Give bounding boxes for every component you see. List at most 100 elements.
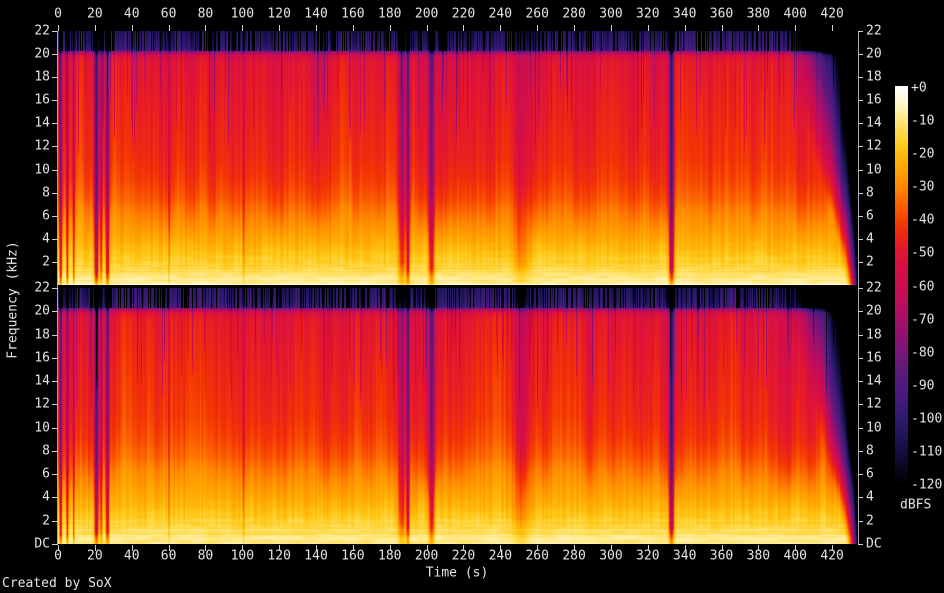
x-tick-mark-bottom bbox=[463, 545, 464, 551]
colorbar-tick-label: -120 bbox=[911, 477, 943, 493]
y-tick-label-left: 14 bbox=[34, 373, 50, 389]
x-tick-mark-top bbox=[390, 25, 391, 31]
y-tick-label-left: 22 bbox=[34, 280, 50, 296]
y-tick-mark-right bbox=[858, 474, 863, 475]
x-tick-mark-top bbox=[648, 25, 649, 31]
y-tick-mark-left bbox=[52, 544, 58, 545]
x-tick-label-bottom: 320 bbox=[636, 548, 660, 564]
x-tick-mark-top bbox=[316, 25, 317, 31]
x-tick-label-bottom: 80 bbox=[197, 548, 214, 564]
y-tick-label-right: 4 bbox=[866, 489, 874, 505]
x-tick-label-top: 120 bbox=[267, 6, 291, 22]
y-tick-mark-left bbox=[52, 381, 58, 382]
x-tick-label-top: 420 bbox=[820, 6, 844, 22]
x-tick-mark-bottom bbox=[832, 545, 833, 551]
y-tick-mark-left bbox=[52, 288, 58, 289]
colorbar-gradient bbox=[895, 86, 908, 485]
y-tick-label-left: 22 bbox=[34, 23, 50, 39]
x-tick-label-top: 260 bbox=[525, 6, 549, 22]
colorbar-tick-label: -30 bbox=[911, 179, 935, 195]
colorbar-unit-label: dBFS bbox=[900, 497, 932, 513]
y-tick-label-left: 18 bbox=[34, 327, 50, 343]
x-tick-label-top: 360 bbox=[709, 6, 734, 22]
x-tick-label-bottom: 200 bbox=[414, 548, 439, 564]
x-tick-mark-top bbox=[537, 25, 538, 31]
x-tick-mark-bottom bbox=[648, 545, 649, 551]
y-tick-mark-right bbox=[858, 428, 863, 429]
y-tick-mark-left bbox=[52, 428, 58, 429]
x-tick-mark-top bbox=[427, 25, 428, 31]
y-tick-label-right: 4 bbox=[866, 231, 874, 247]
x-tick-label-bottom: 100 bbox=[230, 548, 255, 564]
x-tick-mark-bottom bbox=[353, 545, 354, 551]
x-tick-label-top: 0 bbox=[54, 6, 62, 22]
x-axis-title: Time (s) bbox=[425, 565, 489, 581]
y-tick-label-right: 10 bbox=[866, 420, 882, 436]
y-tick-mark-left bbox=[52, 311, 58, 312]
y-tick-label-left: 20 bbox=[34, 303, 50, 319]
x-tick-mark-bottom bbox=[611, 545, 612, 551]
x-tick-mark-bottom bbox=[574, 545, 575, 551]
x-tick-mark-top bbox=[574, 25, 575, 31]
plot-right-frame-line bbox=[858, 31, 859, 544]
colorbar-tick-label: -70 bbox=[911, 312, 935, 328]
y-tick-mark-left bbox=[52, 100, 58, 101]
x-tick-label-top: 180 bbox=[378, 6, 402, 22]
x-tick-label-top: 20 bbox=[87, 6, 103, 22]
x-tick-label-top: 40 bbox=[123, 6, 140, 22]
colorbar-tick-label: -110 bbox=[911, 444, 943, 460]
y-tick-mark-right bbox=[858, 216, 863, 217]
y-tick-label-left: 12 bbox=[34, 138, 50, 154]
credit-text: Created by SoX bbox=[2, 576, 112, 591]
colorbar-tick-label: -40 bbox=[911, 212, 935, 228]
x-tick-mark-top bbox=[722, 25, 723, 31]
x-tick-mark-bottom bbox=[722, 545, 723, 551]
y-tick-mark-left bbox=[52, 335, 58, 336]
plot-left-frame-line bbox=[57, 31, 58, 544]
y-tick-mark-right bbox=[858, 262, 863, 263]
x-tick-label-top: 140 bbox=[304, 6, 328, 22]
x-tick-label-bottom: 420 bbox=[820, 548, 844, 564]
y-tick-label-left: 4 bbox=[42, 489, 50, 505]
x-tick-mark-top bbox=[795, 25, 796, 31]
x-tick-label-bottom: 260 bbox=[525, 548, 549, 564]
y-tick-mark-right bbox=[858, 146, 863, 147]
colorbar-tick-label: -10 bbox=[911, 113, 935, 129]
x-tick-label-bottom: 400 bbox=[783, 548, 807, 564]
y-tick-label-left: 16 bbox=[34, 350, 50, 366]
y-tick-label-right: 6 bbox=[866, 208, 874, 224]
y-tick-label-right: 18 bbox=[866, 327, 882, 343]
x-tick-label-bottom: 0 bbox=[54, 548, 62, 564]
y-tick-mark-left bbox=[52, 170, 58, 171]
x-tick-label-bottom: 340 bbox=[672, 548, 697, 564]
y-tick-label-right: 12 bbox=[866, 138, 882, 154]
x-tick-mark-bottom bbox=[279, 545, 280, 551]
y-tick-label-left: 2 bbox=[42, 513, 50, 529]
x-tick-label-top: 340 bbox=[672, 6, 697, 22]
y-tick-label-right: 2 bbox=[866, 254, 874, 270]
spectrogram-channel-upper bbox=[58, 31, 857, 285]
x-tick-label-bottom: 20 bbox=[87, 548, 103, 564]
x-tick-mark-top bbox=[169, 25, 170, 31]
y-tick-mark-right bbox=[858, 77, 863, 78]
y-tick-label-left: 4 bbox=[42, 231, 50, 247]
x-tick-label-top: 320 bbox=[636, 6, 660, 22]
y-tick-label-left: 12 bbox=[34, 396, 50, 412]
y-tick-label-left: 6 bbox=[42, 466, 50, 482]
x-tick-mark-top bbox=[205, 25, 206, 31]
x-tick-label-top: 380 bbox=[746, 6, 771, 22]
y-tick-label-left: 6 bbox=[42, 208, 50, 224]
x-tick-mark-bottom bbox=[242, 545, 243, 551]
y-tick-label-right: 8 bbox=[866, 185, 874, 201]
y-tick-label-left: 20 bbox=[34, 46, 50, 62]
y-tick-label-right: 14 bbox=[866, 373, 882, 389]
x-tick-label-bottom: 360 bbox=[709, 548, 734, 564]
y-tick-mark-left bbox=[52, 262, 58, 263]
x-tick-label-bottom: 380 bbox=[746, 548, 771, 564]
y-tick-label-left: 2 bbox=[42, 254, 50, 270]
x-tick-mark-bottom bbox=[427, 545, 428, 551]
y-tick-mark-left bbox=[52, 239, 58, 240]
x-tick-label-bottom: 140 bbox=[304, 548, 328, 564]
y-dc-label-right: DC bbox=[866, 536, 882, 552]
